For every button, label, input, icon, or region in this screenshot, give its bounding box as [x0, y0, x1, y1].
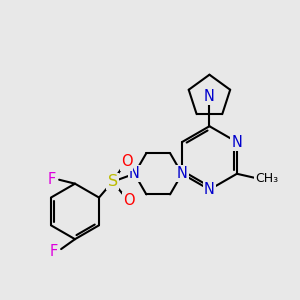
- Text: S: S: [108, 174, 118, 189]
- Text: F: F: [50, 244, 58, 259]
- Text: F: F: [48, 172, 56, 187]
- Text: O: O: [121, 154, 132, 169]
- Text: N: N: [204, 182, 215, 197]
- Text: CH₃: CH₃: [255, 172, 278, 185]
- Text: O: O: [123, 193, 134, 208]
- Text: N: N: [129, 166, 140, 181]
- Text: N: N: [204, 89, 215, 104]
- Text: N: N: [232, 135, 242, 150]
- Text: N: N: [177, 166, 188, 181]
